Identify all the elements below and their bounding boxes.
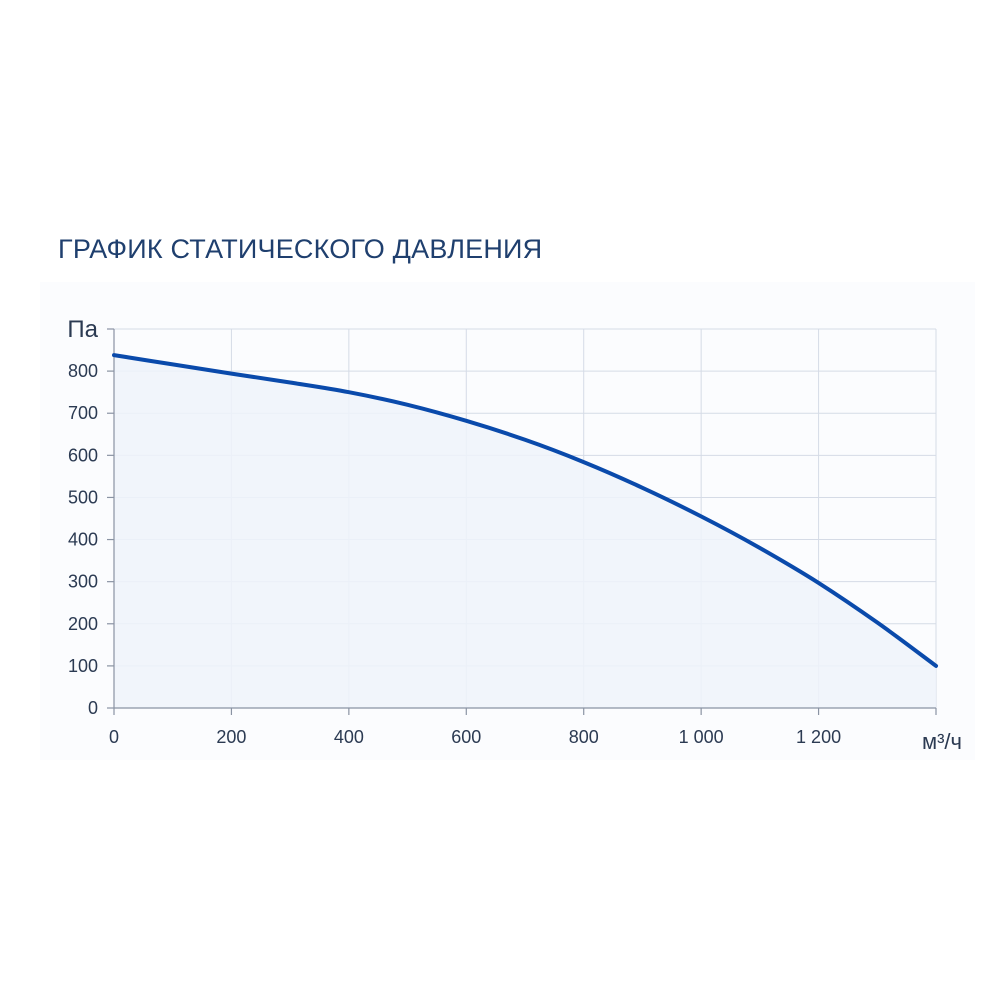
y-tick-label: 800 (68, 361, 98, 381)
x-tick-label: 400 (334, 727, 364, 747)
y-tick-label: 200 (68, 614, 98, 634)
y-tick-label: 600 (68, 445, 98, 465)
y-tick-label: 300 (68, 572, 98, 592)
x-tick-label: 600 (451, 727, 481, 747)
x-tick-label: 0 (109, 727, 119, 747)
area-fill (114, 355, 936, 708)
y-tick-label: 0 (88, 698, 98, 718)
y-tick-label: 400 (68, 530, 98, 550)
y-tick-label: 700 (68, 403, 98, 423)
x-tick-label: 800 (569, 727, 599, 747)
x-tick-label: 1 200 (796, 727, 841, 747)
series-line (112, 353, 938, 668)
x-tick-labels: 0 200 400 600 800 1 000 1 200 (109, 727, 841, 747)
y-tick-labels: 0 100 200 300 400 500 600 700 800 (68, 361, 98, 718)
x-tick-label: 1 000 (679, 727, 724, 747)
x-tick-label: 200 (216, 727, 246, 747)
chart-title: ГРАФИК СТАТИЧЕСКОГО ДАВЛЕНИЯ (58, 234, 543, 264)
y-tick-label: 100 (68, 656, 98, 676)
x-axis-label: м³/ч (922, 729, 962, 754)
y-tick-label: 500 (68, 487, 98, 507)
y-axis-label: Па (67, 316, 98, 343)
axes (107, 328, 937, 715)
